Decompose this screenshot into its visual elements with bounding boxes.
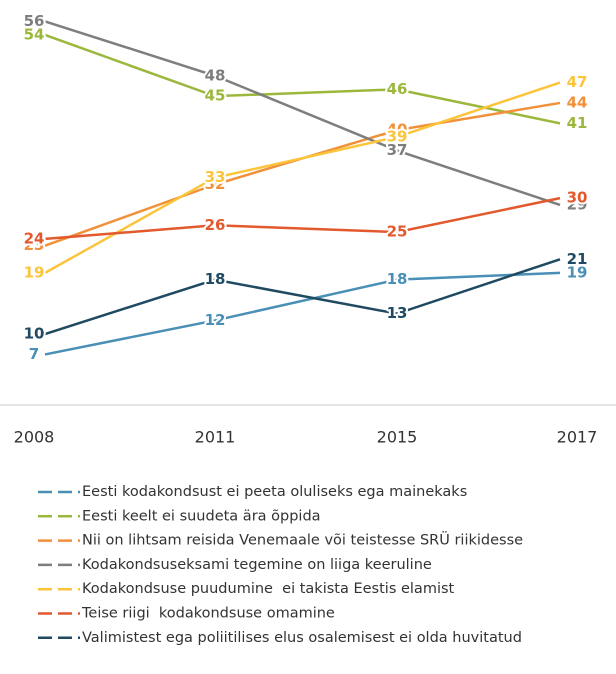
legend-label: Nii on lihtsam reisida Venemaale või tei…: [82, 531, 523, 549]
data-label: 37: [387, 141, 408, 159]
data-label: 32: [205, 175, 226, 193]
data-label: 26: [205, 216, 226, 234]
data-label: 46: [387, 80, 408, 98]
series-line: [44, 33, 561, 125]
series-line: [44, 258, 561, 336]
data-label: 33: [205, 168, 226, 186]
data-label: 24: [24, 229, 45, 247]
legend-label: Teise riigi kodakondsuse omamine: [81, 606, 335, 622]
data-label: 23: [24, 236, 45, 254]
data-label: 12: [205, 311, 226, 329]
data-label: 13: [387, 304, 408, 322]
data-label: 47: [567, 73, 588, 91]
x-tick-label: 2008: [14, 428, 55, 447]
data-label: 21: [567, 250, 588, 268]
x-tick-label: 2017: [557, 428, 598, 447]
series-line: [44, 101, 561, 247]
series-line: [44, 271, 561, 356]
data-label: 45: [205, 87, 226, 105]
data-label: 30: [567, 189, 588, 207]
legend-label: Eesti keelt ei suudeta ära õppida: [82, 508, 321, 524]
series-line: [44, 20, 561, 207]
data-label: 19: [24, 263, 45, 281]
x-tick-label: 2011: [195, 428, 236, 447]
legend-label: Kodakondsuse puudumine ei takista Eestis…: [82, 581, 455, 597]
legend-label: Eesti kodakondsust ei peeta oluliseks eg…: [82, 484, 467, 500]
series-line: [44, 196, 561, 241]
series-line: [44, 81, 561, 274]
data-label: 54: [24, 25, 45, 43]
data-label: 25: [387, 223, 408, 241]
data-label: 44: [567, 93, 588, 111]
data-label: 18: [387, 270, 408, 288]
legend-label: Valimistest ega poliitilises elus osalem…: [82, 630, 522, 646]
data-label: 56: [24, 12, 45, 30]
data-label: 39: [387, 127, 408, 145]
x-tick-label: 2015: [377, 428, 418, 447]
data-label: 48: [205, 66, 226, 84]
data-label: 10: [24, 325, 45, 343]
data-label: 7: [29, 345, 39, 363]
data-label: 40: [387, 121, 408, 139]
legend-label: Kodakondsuseksami tegemine on liiga keer…: [82, 557, 432, 573]
data-label: 18: [205, 270, 226, 288]
data-label: 29: [567, 195, 588, 213]
data-label: 41: [567, 114, 588, 132]
data-label: 19: [567, 263, 588, 281]
